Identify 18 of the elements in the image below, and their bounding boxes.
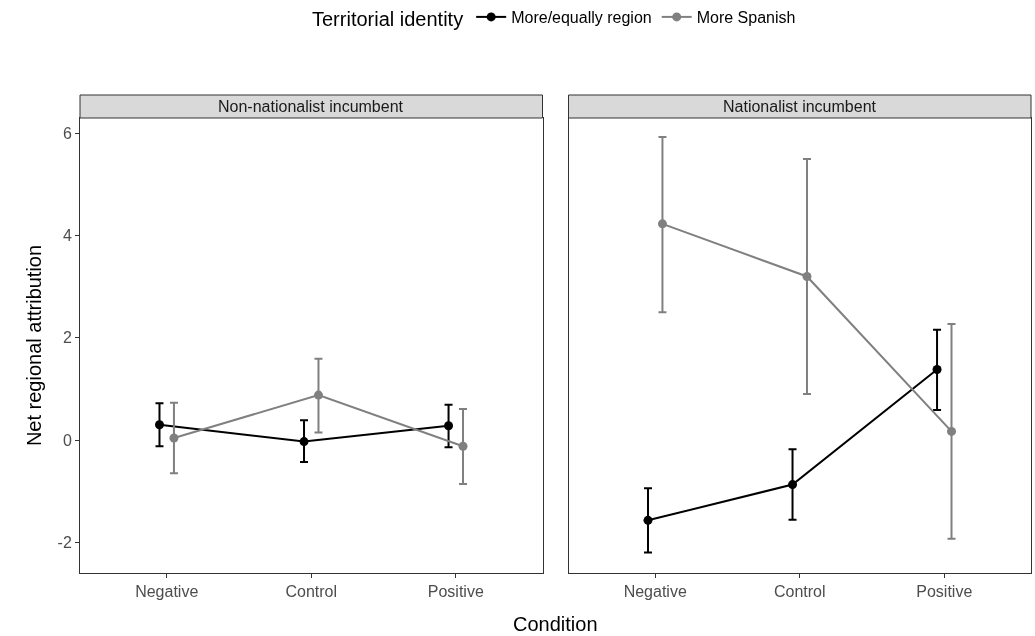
x-tick-label: Negative [623, 583, 687, 601]
legend-label: More/equally region [511, 9, 652, 27]
x-tick-label: Positive [427, 583, 484, 601]
y-axis-title: Net regional attribution [23, 244, 46, 447]
x-tick-label: Positive [916, 583, 973, 601]
y-tick-label: -2 [57, 533, 72, 551]
legend-title: Territorial identity [312, 8, 464, 30]
legend-label: More Spanish [696, 9, 796, 27]
chart-title: Non-nationalist incumbent [218, 98, 404, 115]
y-tick-label: 2 [62, 329, 72, 347]
y-tick-label: 6 [62, 124, 72, 142]
x-axis-title: Condition [513, 613, 598, 635]
x-tick-label: Negative [135, 583, 199, 601]
x-tick-label: Control [773, 583, 826, 601]
x-tick-label: Control [285, 583, 338, 601]
chart-title: Nationalist incumbent [723, 98, 877, 115]
y-tick-label: 4 [62, 227, 72, 245]
y-tick-label: 0 [62, 431, 72, 449]
